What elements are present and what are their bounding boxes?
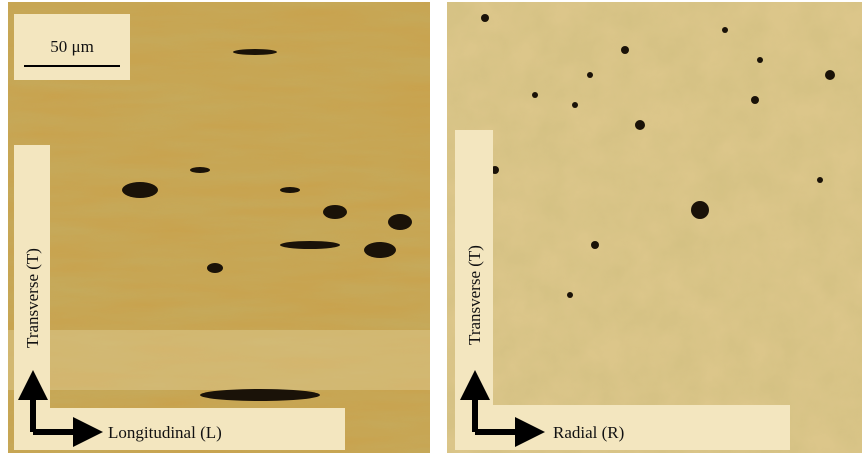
micrograph-right	[447, 2, 862, 453]
axis-label: Radial (R)	[553, 423, 624, 442]
page: 50 μm Transverse (T) Longitudinal (L) Tr…	[0, 0, 864, 455]
axis-label: Transverse (T)	[465, 245, 484, 345]
figure: 50 μm Transverse (T) Longitudinal (L) Tr…	[0, 0, 864, 455]
scale-bar-label: 50 μm	[50, 37, 94, 56]
axis-label: Longitudinal (L)	[108, 423, 222, 442]
axis-label: Transverse (T)	[23, 248, 42, 348]
